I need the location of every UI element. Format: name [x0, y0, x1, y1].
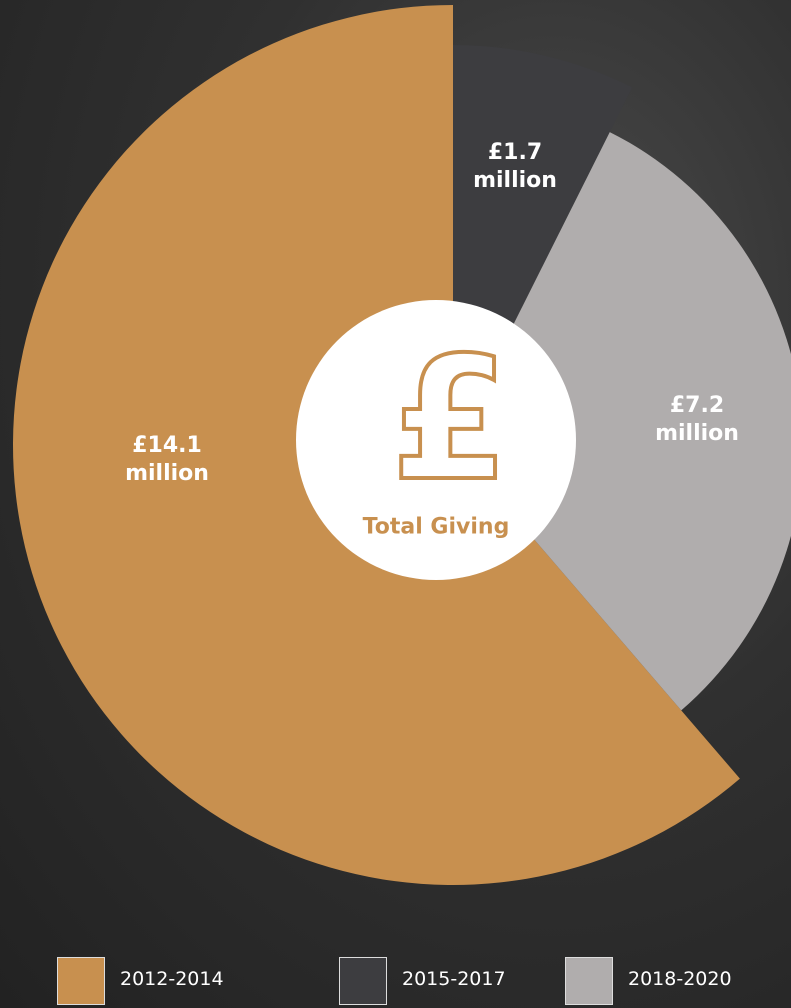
value-label: £14.1 million — [125, 433, 209, 486]
value-label: £7.2 million — [655, 393, 739, 446]
legend-swatch — [57, 957, 105, 1005]
legend-swatch — [339, 957, 387, 1005]
legend-label: 2015-2017 — [402, 968, 506, 990]
value-label: £1.7 million — [473, 140, 557, 193]
center-circle — [296, 300, 576, 580]
center-label: Total Giving — [362, 514, 510, 540]
center-symbol: £ — [391, 321, 509, 519]
pie-slice — [453, 132, 791, 711]
legend-label: 2012-2014 — [120, 968, 224, 990]
legend-label: 2018-2020 — [628, 968, 732, 990]
legend-swatch — [565, 957, 613, 1005]
